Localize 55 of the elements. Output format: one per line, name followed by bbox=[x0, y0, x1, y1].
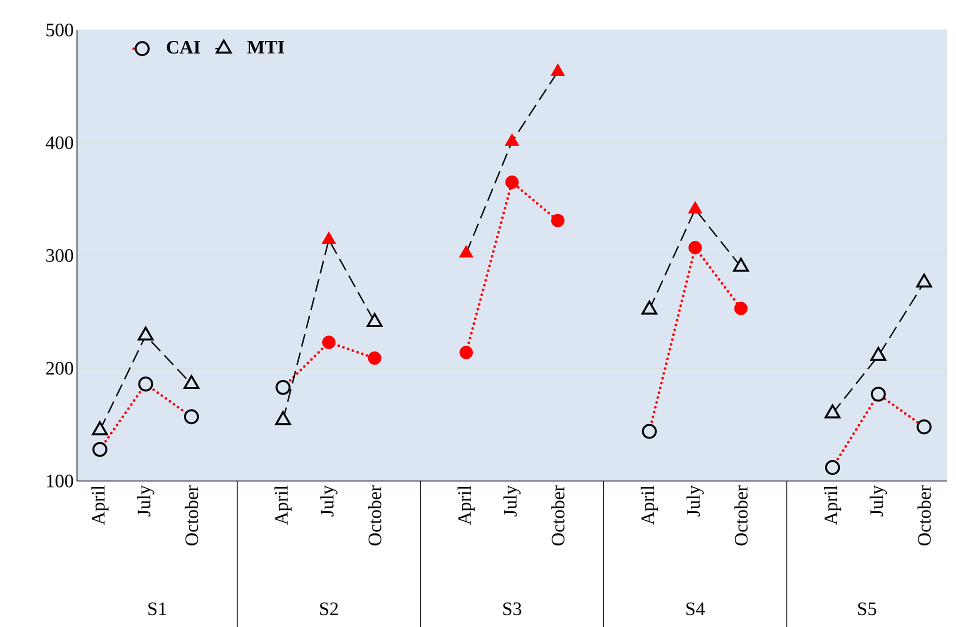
point bbox=[322, 231, 336, 244]
point bbox=[459, 245, 474, 258]
y-tick-label: 400 bbox=[46, 136, 74, 150]
x-tick-label: April bbox=[91, 486, 108, 525]
x-tick-label: July bbox=[503, 485, 521, 516]
point bbox=[870, 386, 886, 402]
point bbox=[504, 133, 520, 146]
x-tick-label: October bbox=[734, 485, 748, 546]
point bbox=[688, 240, 702, 254]
legend-label: MTI bbox=[247, 41, 284, 54]
x-tick-label: October bbox=[184, 485, 198, 546]
y-tick-label: 100 bbox=[47, 474, 74, 488]
text: S3 bbox=[503, 602, 522, 616]
text: S2 bbox=[320, 602, 338, 616]
point bbox=[825, 460, 840, 475]
x-tick-label: April bbox=[640, 486, 658, 525]
point bbox=[916, 274, 932, 288]
point bbox=[551, 214, 565, 228]
point bbox=[733, 258, 749, 272]
x-tick-label: April bbox=[458, 486, 475, 525]
point bbox=[550, 64, 565, 76]
point bbox=[916, 419, 932, 434]
y-tick-label: 500 bbox=[46, 24, 74, 36]
point bbox=[734, 302, 748, 316]
legend-label: CAI bbox=[166, 40, 200, 54]
y-tick-label: 300 bbox=[46, 249, 74, 262]
point bbox=[366, 313, 383, 328]
point bbox=[138, 376, 154, 392]
text: S1 bbox=[148, 602, 166, 616]
point bbox=[459, 346, 473, 360]
x-tick-label: July bbox=[137, 485, 154, 516]
x-tick-label: July bbox=[870, 485, 887, 516]
x-tick-label: October bbox=[551, 485, 564, 546]
point bbox=[368, 351, 382, 365]
point bbox=[641, 300, 658, 315]
y-tick-label: 200 bbox=[46, 362, 74, 375]
point bbox=[688, 201, 702, 214]
x-tick-label: October bbox=[917, 485, 931, 546]
point bbox=[642, 424, 657, 439]
x-tick-label: April bbox=[824, 486, 842, 525]
point bbox=[870, 346, 886, 361]
point bbox=[505, 175, 519, 189]
point bbox=[184, 375, 200, 390]
point bbox=[322, 336, 336, 350]
x-tick-label: July bbox=[686, 485, 704, 516]
x-tick-label: April bbox=[274, 486, 292, 525]
point bbox=[275, 411, 291, 426]
x-tick-label: July bbox=[320, 485, 338, 516]
point bbox=[184, 409, 199, 424]
point bbox=[276, 380, 291, 395]
text: S5 bbox=[858, 602, 876, 616]
text: S4 bbox=[686, 602, 705, 616]
point bbox=[92, 442, 108, 457]
point bbox=[138, 326, 154, 341]
x-tick-label: October bbox=[368, 485, 382, 546]
